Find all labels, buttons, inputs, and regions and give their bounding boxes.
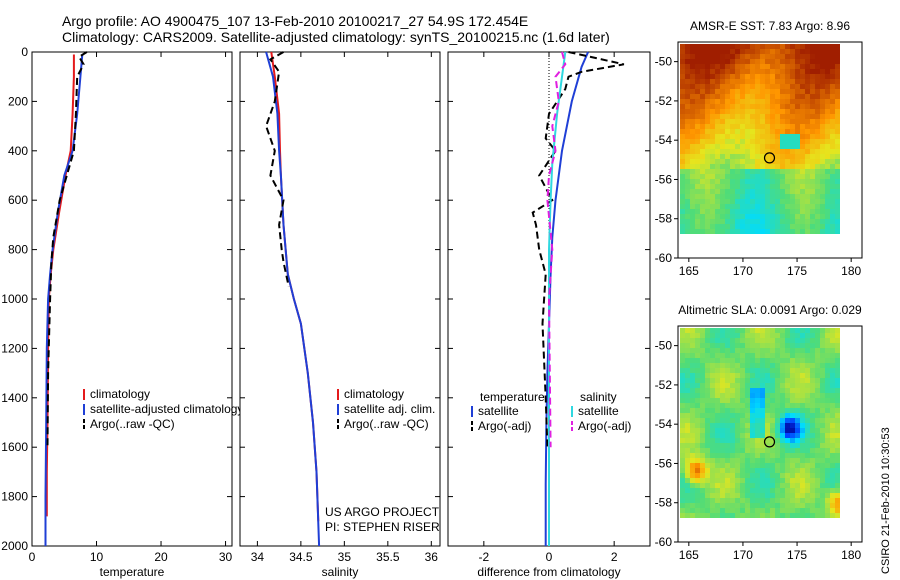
map-x-tick-label: 170 [733, 548, 753, 562]
map-x-tick-label: 165 [679, 264, 699, 278]
map-x-tick-label: 175 [787, 548, 807, 562]
legend-label: satellite adj. clim. [344, 402, 435, 416]
map-panel-sla: Altimetric SLA: 0.0091 Argo: 0.029 165 170… [655, 303, 863, 562]
y-tick-label: 200 [8, 94, 28, 108]
legend-label: Argo(-adj) [478, 419, 531, 433]
y-tick-label: 0 [21, 45, 28, 59]
legend-label: Argo(-adj) [578, 419, 631, 433]
legend-label: climatology [344, 387, 404, 401]
x-tick-label: 34.5 [289, 550, 313, 564]
map-y-tick-label: -54 [655, 133, 673, 147]
y-tick-label: 1600 [1, 440, 28, 454]
plot-frame [31, 51, 233, 547]
map-frame [677, 41, 863, 259]
map-y-tick-label: -52 [655, 94, 673, 108]
legend-label: satellite [478, 404, 519, 418]
argo-position-marker [763, 152, 776, 164]
y-tick-label: 2000 [1, 539, 28, 553]
panel-annotation: US ARGO PROJECT [325, 505, 440, 519]
legend-group-title: temperature [480, 390, 545, 404]
y-tick-label: 1200 [1, 341, 28, 355]
x-tick-label: 10 [90, 550, 104, 564]
map-y-tick-label: -56 [655, 456, 673, 470]
map-x-tick-label: 180 [841, 264, 861, 278]
map-y-tick-label: -50 [655, 339, 673, 353]
profile-panel-salinity: 34 34.5 35 35.5 36 salinity climatologysatelli… [239, 51, 441, 579]
map-title: AMSR-E SST: 7.83 Argo: 8.96 [690, 19, 850, 33]
map-y-tick-label: -58 [655, 212, 673, 226]
legend-label: satellite-adjusted climatology [90, 402, 243, 416]
map-y-tick-label: -60 [655, 535, 673, 549]
map-y-tick-label: -52 [655, 378, 673, 392]
x-tick-label: 30 [219, 550, 233, 564]
legend-label: Argo(..raw -QC) [344, 417, 429, 431]
series-line-2 [46, 51, 88, 448]
x-tick-label: 36 [425, 550, 439, 564]
map-field [680, 328, 840, 518]
panel-annotation: PI: STEPHEN RISER [325, 520, 440, 534]
map-title: Altimetric SLA: 0.0091 Argo: 0.029 [678, 303, 862, 317]
x-tick-label: -2 [479, 550, 490, 564]
figure-title-line2: Climatology: CARS2009. Satellite-adjuste… [62, 29, 610, 45]
series-line-2 [265, 51, 290, 287]
y-tick-label: 1000 [1, 292, 28, 306]
series-line-1 [44, 54, 84, 546]
plot-frame [239, 51, 441, 547]
map-x-tick-label: 180 [841, 548, 861, 562]
x-axis-label: salinity [322, 565, 359, 579]
map-y-tick-label: -54 [655, 417, 673, 431]
x-tick-label: 35.5 [376, 550, 400, 564]
series-line-1 [531, 51, 625, 448]
x-axis-label: temperature [100, 565, 165, 579]
y-tick-label: 800 [8, 243, 28, 257]
x-tick-label: 2 [611, 550, 618, 564]
argo-position-marker [763, 436, 776, 448]
legend-label: satellite [578, 404, 619, 418]
legend-label: climatology [90, 387, 150, 401]
map-field [680, 44, 840, 234]
profile-panel-temperature: 0 10 20 30 0 200 400 600 800 1000 1200 1400 1600 1800… [1, 45, 243, 579]
map-frame [677, 325, 863, 543]
figure-title-line1: Argo profile: AO 4900475_107 13-Feb-2010… [62, 13, 529, 29]
map-x-tick-label: 170 [733, 264, 753, 278]
map-panel-sst: AMSR-E SST: 7.83 Argo: 8.96 165 170 175 180 -… [655, 19, 863, 278]
y-tick-label: 1800 [1, 490, 28, 504]
series-line-3 [546, 51, 567, 448]
x-tick-label: 35 [338, 550, 352, 564]
x-tick-label: 0 [546, 550, 553, 564]
x-tick-label: 20 [154, 550, 168, 564]
y-tick-label: 400 [8, 144, 28, 158]
y-tick-label: 600 [8, 193, 28, 207]
map-x-tick-label: 175 [787, 264, 807, 278]
map-y-tick-label: -50 [655, 55, 673, 69]
map-y-tick-label: -56 [655, 172, 673, 186]
legend-label: Argo(..raw -QC) [90, 417, 175, 431]
map-x-tick-label: 165 [679, 548, 699, 562]
map-y-tick-label: -58 [655, 496, 673, 510]
series-line-1 [265, 51, 321, 547]
x-axis-label: difference from climatology [477, 565, 620, 579]
legend-group-title: salinity [580, 390, 617, 404]
map-y-tick-label: -60 [655, 251, 673, 265]
x-tick-label: 34 [251, 550, 265, 564]
x-tick-label: 0 [29, 550, 36, 564]
y-tick-label: 1400 [1, 391, 28, 405]
